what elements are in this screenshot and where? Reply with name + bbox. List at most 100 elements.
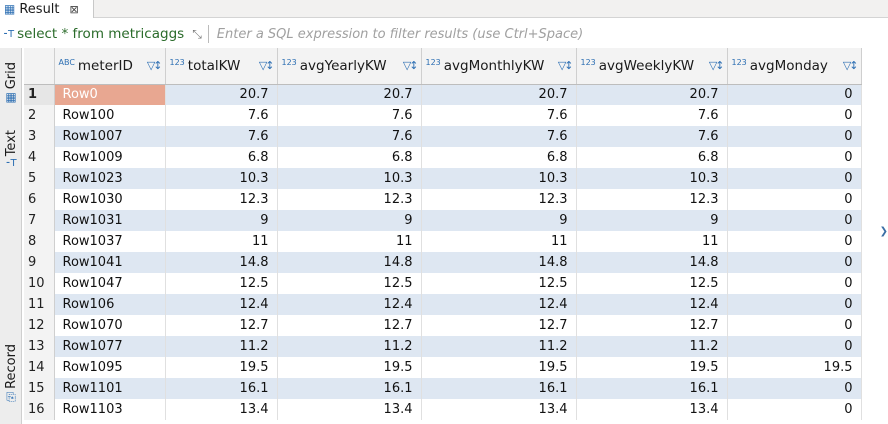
column-header-avgyearlykw[interactable]: 123 avgYearlyKW ▽↕ <box>277 48 422 85</box>
column-header-avgmonday[interactable]: 123 avgMonday ▽↕ <box>727 48 862 85</box>
cell-avgmonday[interactable]: 0 <box>727 231 862 252</box>
table-row[interactable]: 8 Row1037 11 11 11 11 0 <box>24 231 862 252</box>
cell-avgmonday[interactable]: 0 <box>727 84 862 105</box>
cell-meterid[interactable]: Row1031 <box>54 210 166 231</box>
cell-avgmonthlykw[interactable]: 9 <box>421 210 577 231</box>
cell-avgmonday[interactable]: 0 <box>727 399 862 420</box>
cell-meterid[interactable]: Row1037 <box>54 231 166 252</box>
tab-result[interactable]: ▦ Result ⊠ <box>0 0 94 18</box>
cell-meterid[interactable]: Row100 <box>54 105 166 126</box>
row-number[interactable]: 4 <box>24 147 55 168</box>
cell-avgyearlykw[interactable]: 19.5 <box>277 357 422 378</box>
query-label[interactable]: ⁃T select * from metricaggs <box>0 26 184 42</box>
cell-avgmonthlykw[interactable]: 16.1 <box>421 378 577 399</box>
cell-totalkw[interactable]: 11.2 <box>165 336 278 357</box>
table-row[interactable]: 15 Row1101 16.1 16.1 16.1 16.1 0 <box>24 378 862 399</box>
row-number[interactable]: 12 <box>24 315 55 336</box>
close-icon[interactable]: ⊠ <box>69 2 79 16</box>
cell-totalkw[interactable]: 14.8 <box>165 252 278 273</box>
cell-avgmonthlykw[interactable]: 19.5 <box>421 357 577 378</box>
column-header-meterid[interactable]: ABC meterID ▽↕ <box>54 48 166 85</box>
row-number[interactable]: 5 <box>24 168 55 189</box>
cell-avgyearlykw[interactable]: 12.7 <box>277 315 422 336</box>
cell-avgmonthlykw[interactable]: 12.7 <box>421 315 577 336</box>
cell-avgyearlykw[interactable]: 10.3 <box>277 168 422 189</box>
cell-avgmonday[interactable]: 0 <box>727 210 862 231</box>
side-tab-record[interactable]: Record ⎘ <box>1 344 21 403</box>
row-number[interactable]: 10 <box>24 273 55 294</box>
cell-avgmonthlykw[interactable]: 11.2 <box>421 336 577 357</box>
cell-avgweeklykw[interactable]: 7.6 <box>576 105 728 126</box>
cell-totalkw[interactable]: 12.5 <box>165 273 278 294</box>
cell-meterid[interactable]: Row106 <box>54 294 166 315</box>
cell-meterid[interactable]: Row1041 <box>54 252 166 273</box>
table-row[interactable]: 9 Row1041 14.8 14.8 14.8 14.8 0 <box>24 252 862 273</box>
cell-avgmonday[interactable]: 0 <box>727 189 862 210</box>
cell-totalkw[interactable]: 11 <box>165 231 278 252</box>
cell-avgmonthlykw[interactable]: 13.4 <box>421 399 577 420</box>
cell-avgweeklykw[interactable]: 10.3 <box>576 168 728 189</box>
cell-meterid[interactable]: Row1009 <box>54 147 166 168</box>
cell-avgmonthlykw[interactable]: 10.3 <box>421 168 577 189</box>
cell-avgmonthlykw[interactable]: 12.3 <box>421 189 577 210</box>
filter-input[interactable] <box>212 23 888 45</box>
column-header-avgmonthlykw[interactable]: 123 avgMonthlyKW ▽↕ <box>421 48 577 85</box>
cell-avgyearlykw[interactable]: 13.4 <box>277 399 422 420</box>
cell-avgmonday[interactable]: 0 <box>727 168 862 189</box>
table-row[interactable]: 12 Row1070 12.7 12.7 12.7 12.7 0 <box>24 315 862 336</box>
cell-totalkw[interactable]: 7.6 <box>165 126 278 147</box>
cell-avgweeklykw[interactable]: 12.3 <box>576 189 728 210</box>
row-number[interactable]: 14 <box>24 357 55 378</box>
column-header-totalkw[interactable]: 123 totalKW ▽↕ <box>165 48 278 85</box>
cell-avgyearlykw[interactable]: 6.8 <box>277 147 422 168</box>
table-row[interactable]: 16 Row1103 13.4 13.4 13.4 13.4 0 <box>24 399 862 420</box>
cell-avgweeklykw[interactable]: 9 <box>576 210 728 231</box>
cell-avgweeklykw[interactable]: 13.4 <box>576 399 728 420</box>
cell-avgmonthlykw[interactable]: 20.7 <box>421 84 577 105</box>
cell-avgmonday[interactable]: 0 <box>727 147 862 168</box>
table-row[interactable]: 10 Row1047 12.5 12.5 12.5 12.5 0 <box>24 273 862 294</box>
cell-avgmonthlykw[interactable]: 6.8 <box>421 147 577 168</box>
cell-avgmonday[interactable]: 0 <box>727 315 862 336</box>
sort-filter-icon[interactable]: ▽↕ <box>842 59 859 73</box>
cell-meterid[interactable]: Row1047 <box>54 273 166 294</box>
column-header-avgweeklykw[interactable]: 123 avgWeeklyKW ▽↕ <box>576 48 728 85</box>
sort-filter-icon[interactable]: ▽↕ <box>146 59 163 73</box>
table-row[interactable]: 2 Row100 7.6 7.6 7.6 7.6 0 <box>24 105 862 126</box>
row-number[interactable]: 8 <box>24 231 55 252</box>
cell-meterid[interactable]: Row1023 <box>54 168 166 189</box>
cell-totalkw[interactable]: 16.1 <box>165 378 278 399</box>
cell-avgweeklykw[interactable]: 11.2 <box>576 336 728 357</box>
cell-totalkw[interactable]: 12.4 <box>165 294 278 315</box>
cell-avgmonthlykw[interactable]: 12.5 <box>421 273 577 294</box>
table-row[interactable]: 11 Row106 12.4 12.4 12.4 12.4 0 <box>24 294 862 315</box>
cell-avgyearlykw[interactable]: 12.5 <box>277 273 422 294</box>
cell-totalkw[interactable]: 19.5 <box>165 357 278 378</box>
cell-totalkw[interactable]: 10.3 <box>165 168 278 189</box>
cell-avgmonday[interactable]: 0 <box>727 126 862 147</box>
table-row[interactable]: 6 Row1030 12.3 12.3 12.3 12.3 0 <box>24 189 862 210</box>
cell-meterid[interactable]: Row1070 <box>54 315 166 336</box>
sort-filter-icon[interactable]: ▽↕ <box>708 59 725 73</box>
cell-meterid[interactable]: Row1101 <box>54 378 166 399</box>
table-row[interactable]: 3 Row1007 7.6 7.6 7.6 7.6 0 <box>24 126 862 147</box>
cell-totalkw[interactable]: 9 <box>165 210 278 231</box>
side-tab-grid[interactable]: Grid ▦ <box>1 62 21 103</box>
cell-totalkw[interactable]: 7.6 <box>165 105 278 126</box>
sort-filter-icon[interactable]: ▽↕ <box>557 59 574 73</box>
cell-totalkw[interactable]: 20.7 <box>165 84 278 105</box>
cell-avgyearlykw[interactable]: 12.3 <box>277 189 422 210</box>
cell-avgweeklykw[interactable]: 14.8 <box>576 252 728 273</box>
scroll-right-icon[interactable]: ❯ <box>879 226 888 237</box>
cell-avgyearlykw[interactable]: 7.6 <box>277 126 422 147</box>
cell-avgmonday[interactable]: 0 <box>727 105 862 126</box>
cell-avgweeklykw[interactable]: 12.5 <box>576 273 728 294</box>
cell-avgyearlykw[interactable]: 16.1 <box>277 378 422 399</box>
side-tab-text[interactable]: Text ⁃T <box>1 130 21 170</box>
cell-avgyearlykw[interactable]: 9 <box>277 210 422 231</box>
cell-avgweeklykw[interactable]: 12.4 <box>576 294 728 315</box>
cell-meterid[interactable]: Row1077 <box>54 336 166 357</box>
expand-icon[interactable]: ⤡ <box>192 26 202 41</box>
cell-totalkw[interactable]: 6.8 <box>165 147 278 168</box>
cell-totalkw[interactable]: 12.3 <box>165 189 278 210</box>
